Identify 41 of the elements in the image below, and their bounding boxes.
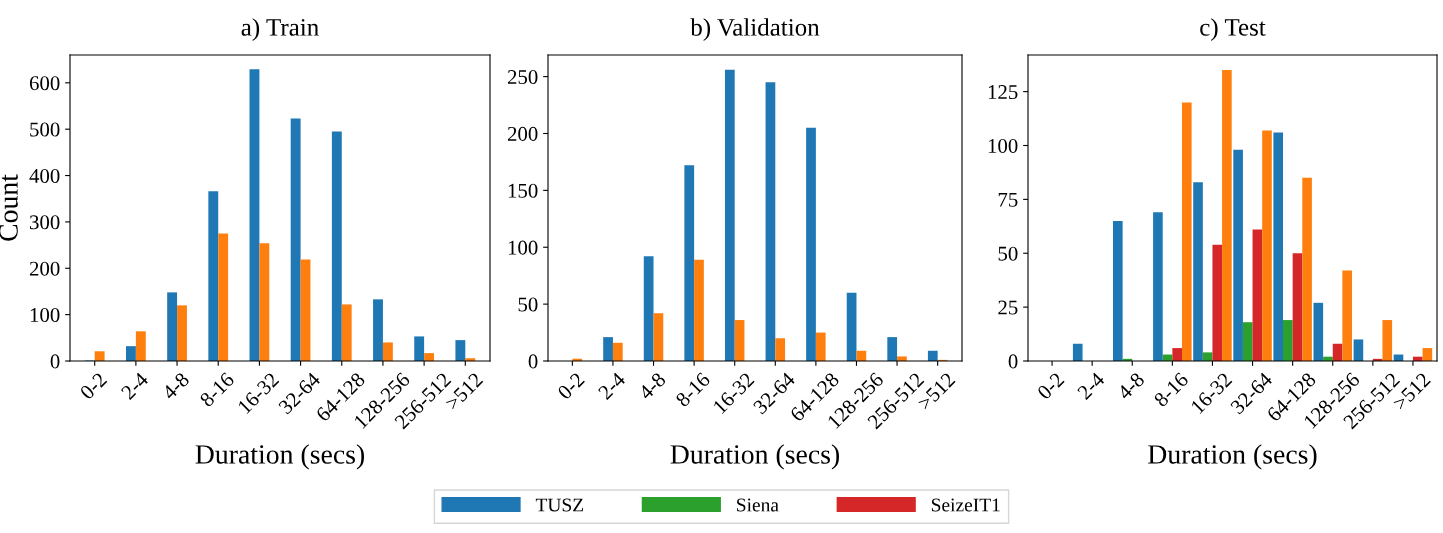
x-axis-title: Duration (secs)	[670, 444, 840, 470]
x-tick-label: 4-8	[637, 371, 667, 401]
y-tick-label: 500	[30, 122, 60, 137]
y-tick-label: 400	[29, 168, 60, 183]
y-tick-label: 100	[508, 240, 538, 255]
y-tick-label: 0	[528, 354, 538, 369]
y-tick-label: 200	[29, 261, 60, 276]
y-tick-label: 50	[998, 246, 1018, 261]
y-tick-label: 100	[30, 308, 60, 323]
x-axis-title: Duration (secs)	[1148, 444, 1317, 470]
y-tick-label: 300	[30, 215, 60, 230]
x-tick-label: 8-16	[674, 371, 711, 408]
y-tick-label: 250	[507, 69, 538, 85]
y-tick-label: 100	[988, 138, 1018, 153]
chart-title: a) Train	[241, 18, 319, 41]
x-tick-label: 0-2	[1036, 371, 1065, 401]
y-tick-label: 125	[988, 85, 1018, 100]
y-tick-label: 150	[508, 183, 538, 198]
chart-title: c) Test	[1200, 18, 1266, 41]
chart-title: b) Validation	[690, 18, 820, 41]
y-tick-label: 50	[518, 297, 538, 312]
x-axis-title: Duration (secs)	[195, 444, 365, 470]
x-tick-label: 2-4	[120, 371, 150, 400]
x-tick-label: 2-4	[1076, 371, 1106, 400]
x-tick-label: 4-8	[1116, 371, 1146, 401]
y-tick-label: 200	[507, 126, 538, 141]
legend-label: SeizeIT1	[931, 498, 1000, 512]
x-tick-label: 0-2	[79, 371, 108, 401]
x-tick-label: 8-16	[199, 371, 235, 408]
y-tick-label: 0	[1008, 354, 1018, 369]
x-tick-label: 4-8	[161, 371, 190, 401]
legend-label: Siena	[737, 498, 779, 512]
x-tick-label: 0-2	[556, 371, 586, 401]
y-axis-title: Count	[0, 174, 18, 241]
y-tick-label: 0	[50, 354, 60, 369]
legend-label: TUSZ	[535, 498, 584, 512]
y-tick-label: 25	[998, 300, 1018, 315]
y-tick-label: 75	[998, 192, 1018, 207]
y-tick-label: 600	[29, 76, 60, 91]
x-tick-label: 8-16	[1153, 371, 1190, 408]
x-tick-label: 2-4	[597, 371, 627, 400]
